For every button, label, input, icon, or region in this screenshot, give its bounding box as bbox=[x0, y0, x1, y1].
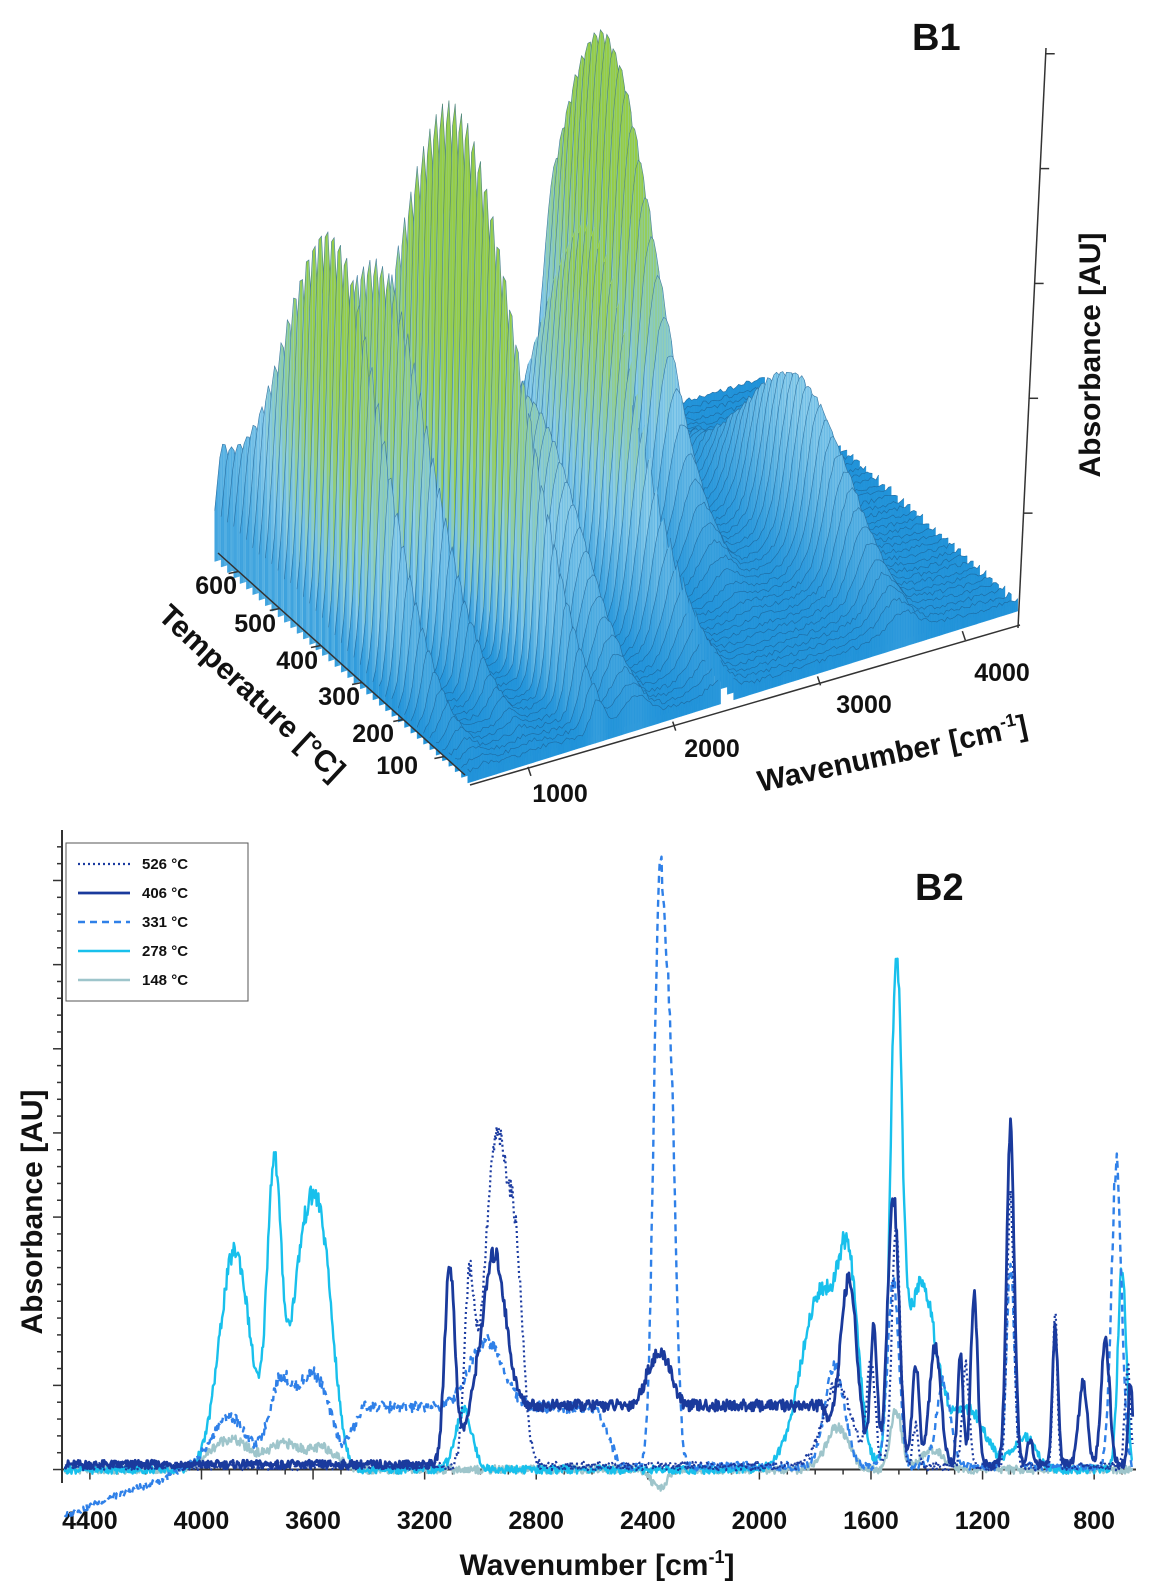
panel-label-b1: B1 bbox=[912, 17, 961, 59]
b1-z-axis-title: Absorbance [AU] bbox=[1074, 232, 1107, 477]
b1-surface bbox=[215, 30, 1018, 783]
b1-z-axis-line bbox=[1018, 48, 1046, 628]
b1-z-axis bbox=[1018, 48, 1055, 628]
